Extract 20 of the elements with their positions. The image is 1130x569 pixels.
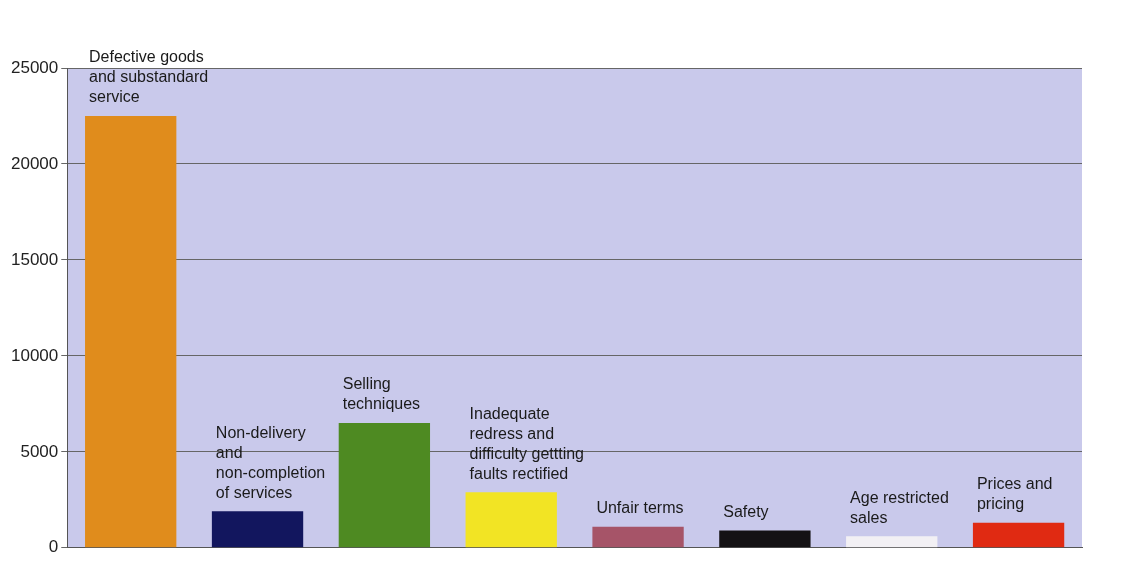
bar bbox=[465, 492, 557, 548]
x-tick-label: Safety bbox=[723, 502, 769, 520]
bar bbox=[211, 511, 304, 548]
x-tick-label: Age restricted sales bbox=[850, 488, 949, 526]
bar bbox=[972, 522, 1065, 548]
y-tick-label: 25000 bbox=[10, 57, 59, 77]
y-tick-label: 0 bbox=[48, 537, 59, 557]
bar bbox=[592, 526, 684, 548]
x-tick-label: Prices and pricing bbox=[976, 475, 1053, 513]
bar bbox=[338, 423, 431, 548]
x-tick-label: Defective goods and substandard service bbox=[89, 48, 209, 106]
bar bbox=[846, 536, 938, 548]
x-tick-label: Selling techniques bbox=[342, 375, 421, 413]
y-tick-label: 20000 bbox=[10, 153, 59, 173]
y-tick-label: 15000 bbox=[10, 249, 59, 269]
y-tick-label: 5000 bbox=[20, 441, 59, 461]
y-tick-label: 10000 bbox=[10, 345, 59, 365]
bar bbox=[85, 115, 177, 548]
bar bbox=[719, 530, 811, 548]
x-tick-label: Unfair terms bbox=[596, 499, 684, 517]
